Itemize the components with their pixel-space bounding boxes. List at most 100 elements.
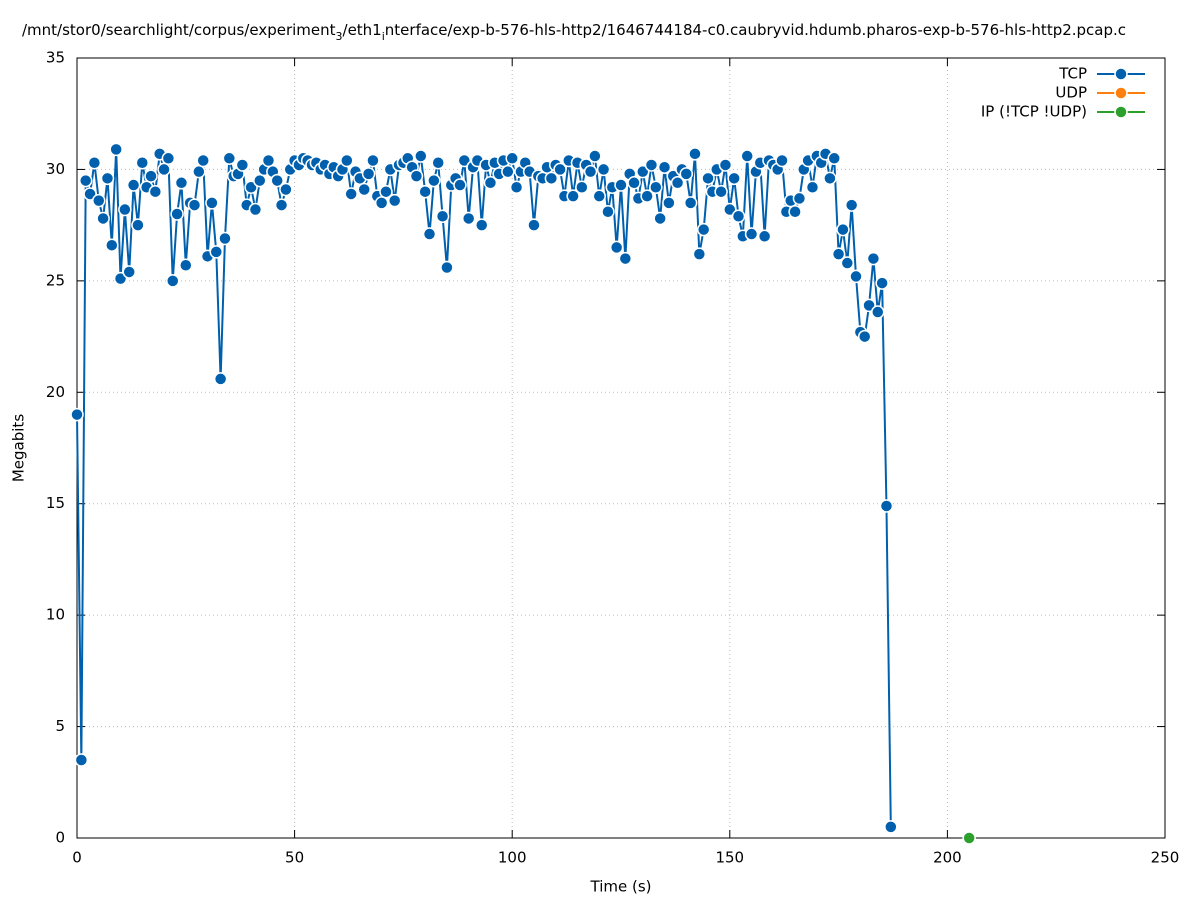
data-point <box>418 184 432 199</box>
x-tick-label: 100 <box>498 849 527 867</box>
data-point <box>96 211 110 226</box>
data-point <box>440 260 454 275</box>
data-point <box>435 209 450 223</box>
y-tick-label: 5 <box>55 717 65 735</box>
data-point <box>788 205 802 219</box>
data-point <box>387 193 402 208</box>
x-tick-label: 0 <box>72 849 82 867</box>
data-point <box>649 180 663 195</box>
data-point <box>831 247 846 261</box>
y-tick-label: 30 <box>46 160 65 178</box>
series-line <box>76 149 892 827</box>
data-point <box>179 258 193 273</box>
data-point <box>174 176 189 190</box>
legend-label: IP (!TCP !UDP) <box>981 103 1087 121</box>
data-point <box>714 184 728 199</box>
data-point <box>609 240 624 255</box>
title-part: /eth1 <box>343 21 382 39</box>
data-point <box>727 171 741 186</box>
data-point <box>244 180 258 195</box>
data-point <box>209 245 224 259</box>
data-point <box>731 209 746 223</box>
y-tick-label: 35 <box>46 49 65 67</box>
data-point <box>344 187 358 201</box>
data-point <box>866 251 881 266</box>
data-point <box>740 149 754 163</box>
data-point <box>592 189 606 203</box>
data-point <box>74 753 89 767</box>
data-point <box>636 164 650 179</box>
data-point <box>871 305 885 319</box>
x-axis-label: Time (s) <box>590 878 652 896</box>
data-point <box>805 180 820 195</box>
data-point <box>78 173 93 188</box>
data-point <box>679 167 694 181</box>
y-tick-label: 25 <box>46 271 65 289</box>
data-point <box>509 180 524 195</box>
data-point <box>670 176 685 190</box>
data-point <box>218 231 232 246</box>
data-point <box>340 153 354 168</box>
data-point <box>849 269 863 284</box>
data-point <box>431 155 445 170</box>
legend-label: UDP <box>1055 84 1087 102</box>
data-point <box>122 265 136 279</box>
data-point <box>131 218 145 232</box>
y-tick-label: 10 <box>46 606 65 624</box>
data-point <box>374 196 389 210</box>
data-point <box>366 153 380 168</box>
data-point <box>657 160 672 174</box>
legend-marker <box>1114 105 1128 119</box>
data-point <box>126 178 141 192</box>
data-point <box>113 271 128 286</box>
data-point <box>757 229 772 244</box>
data-point <box>253 173 267 188</box>
legend-label: TCP <box>1058 65 1087 83</box>
data-point <box>596 162 611 177</box>
data-point <box>261 153 276 168</box>
x-tick-label: 250 <box>1151 849 1180 867</box>
data-point <box>274 198 289 212</box>
data-point <box>270 173 284 188</box>
data-point <box>614 178 628 192</box>
data-point <box>662 196 676 210</box>
title-part: 3 <box>336 30 343 43</box>
data-point <box>879 499 894 513</box>
data-point <box>683 196 698 210</box>
data-point <box>196 153 210 168</box>
data-point <box>144 169 158 183</box>
x-tick-label: 200 <box>933 849 962 867</box>
data-point <box>884 820 898 834</box>
data-point <box>148 184 163 199</box>
data-point <box>566 189 580 203</box>
data-point <box>453 178 467 192</box>
data-point <box>583 164 598 179</box>
data-point <box>100 171 115 186</box>
data-point <box>379 184 393 199</box>
data-point <box>696 222 711 237</box>
data-point <box>627 176 641 190</box>
title-part: /mnt/stor0/searchlight/corpus/experiment <box>22 21 336 39</box>
data-point <box>427 173 441 188</box>
data-point <box>644 158 659 172</box>
data-point <box>553 162 567 177</box>
data-point <box>857 329 872 344</box>
data-point <box>92 193 106 208</box>
data-point <box>527 218 541 232</box>
data-point <box>109 142 123 157</box>
data-point <box>601 205 615 219</box>
data-point <box>248 202 263 217</box>
data-point <box>192 164 206 179</box>
data-point <box>474 218 489 232</box>
data-point <box>105 238 119 252</box>
data-point <box>836 222 850 237</box>
legend-marker <box>1114 67 1128 81</box>
data-point <box>618 251 633 266</box>
data-point <box>544 171 559 186</box>
data-point <box>840 256 855 270</box>
title-part: i <box>382 30 385 43</box>
data-point <box>205 196 219 210</box>
data-point <box>235 158 250 172</box>
data-point <box>170 207 184 221</box>
